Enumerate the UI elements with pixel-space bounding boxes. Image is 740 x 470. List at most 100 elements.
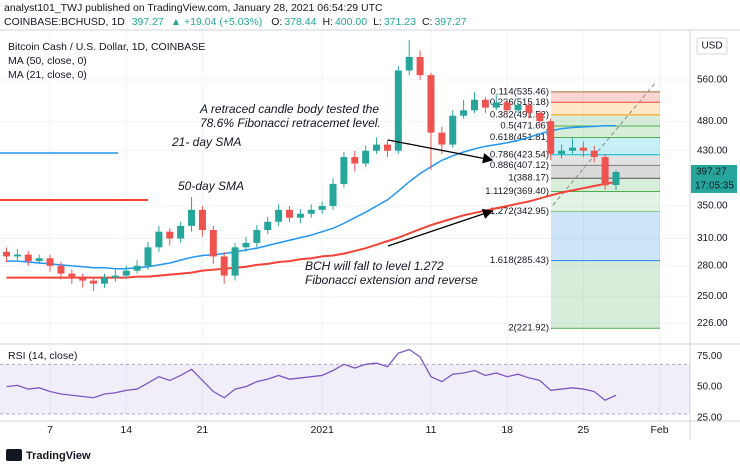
fib-label: 0.382(491.52) xyxy=(490,109,549,120)
candle-body xyxy=(373,144,381,151)
candle-body xyxy=(492,102,500,108)
logo xyxy=(6,449,22,461)
x-tick-label: 21 xyxy=(197,424,209,436)
candle-body xyxy=(503,102,511,111)
arrow xyxy=(387,208,494,247)
fib-band xyxy=(551,125,660,138)
candle-body xyxy=(285,209,293,218)
x-tick-label: 14 xyxy=(120,424,132,436)
x-tick-label: Feb xyxy=(650,424,668,436)
candle-body xyxy=(525,104,533,113)
y-tick-label: 310.00 xyxy=(697,233,728,244)
candle-body xyxy=(351,157,359,164)
candle-body xyxy=(68,273,76,278)
candle-body xyxy=(612,171,620,186)
candle-body xyxy=(394,70,402,151)
fib-label: 0.618(451.81) xyxy=(490,132,549,143)
candle-body xyxy=(166,231,174,239)
x-tick-label: 2021 xyxy=(310,424,334,436)
change: ▲ +19.04 (+5.03%) xyxy=(171,16,263,28)
x-tick-label: 11 xyxy=(426,424,437,436)
candle-body xyxy=(383,144,391,151)
candle-body xyxy=(558,150,566,154)
quote-line: COINBASE:BCHUSD, 1D 397.27 ▲ +19.04 (+5.… xyxy=(4,16,467,28)
candle-body xyxy=(601,157,609,186)
candle-body xyxy=(471,99,479,111)
candle-body xyxy=(362,150,370,164)
candle-body xyxy=(220,256,228,276)
candle-body xyxy=(231,247,239,276)
candle-body xyxy=(416,56,424,76)
candle-body xyxy=(177,225,185,239)
currency-box[interactable] xyxy=(696,37,728,55)
price: 397.27 xyxy=(132,16,164,28)
annotation: 78.6% Fibonacci retracemet level. xyxy=(200,116,381,130)
currency[interactable]: USD xyxy=(701,41,722,52)
rsi-tick-label: 25.00 xyxy=(697,413,722,424)
fib-label: 0.114(535.46) xyxy=(491,86,549,97)
candle-body xyxy=(198,209,206,231)
candle-body xyxy=(79,277,87,281)
candle-body xyxy=(307,209,315,214)
candle-body xyxy=(568,147,576,151)
ohlc-value: 371.23 xyxy=(384,16,416,28)
candle-body xyxy=(460,110,468,116)
candle-body xyxy=(111,275,119,278)
annotation: BCH will fall to level 1.272 xyxy=(305,259,444,273)
rsi-line xyxy=(6,348,617,401)
y-tick-label: 250.00 xyxy=(697,291,728,302)
y-tick-label: 430.00 xyxy=(697,145,728,156)
y-tick-label: 560.00 xyxy=(697,75,728,86)
rsi-tick-label: 50.00 xyxy=(697,382,722,393)
candle-body xyxy=(122,270,130,276)
countdown-bg xyxy=(691,178,737,193)
candle-body xyxy=(35,258,43,262)
series-label: 50-day SMA xyxy=(178,179,244,193)
fib-label: 0.5(471.66) xyxy=(500,120,549,131)
fib-band xyxy=(551,91,660,103)
candle-body xyxy=(57,265,65,274)
ohlc-value: 397.27 xyxy=(434,16,466,28)
author-line: analyst101_TWJ published on TradingView.… xyxy=(4,2,383,14)
y-tick-label: 280.00 xyxy=(697,260,728,271)
y-tick-label: 226.00 xyxy=(697,318,728,329)
candle-body xyxy=(427,75,435,133)
candle-body xyxy=(449,115,457,145)
candle-body xyxy=(405,56,413,71)
candle-body xyxy=(253,230,261,243)
candle-body xyxy=(438,132,446,145)
candle-body xyxy=(100,277,108,284)
candle-body xyxy=(536,112,544,122)
fib-label: 0.886(407.12) xyxy=(490,160,549,171)
candle-body xyxy=(3,251,11,257)
candle-body xyxy=(133,265,141,271)
fib-label: 1(388.17) xyxy=(508,173,549,184)
ohlc-key: H: xyxy=(322,16,333,28)
series-label: 21- day SMA xyxy=(171,135,241,149)
footer: TradingView xyxy=(6,449,91,462)
candle-body xyxy=(329,183,337,206)
candle-body xyxy=(275,209,283,222)
candle-body xyxy=(188,209,196,226)
trend-line xyxy=(552,81,657,206)
ohlc-value: 400.00 xyxy=(335,16,367,28)
candle-body xyxy=(296,213,304,218)
candle-body xyxy=(340,157,348,184)
candle-body xyxy=(13,254,21,257)
ma-label: MA (50, close, 0) xyxy=(8,55,87,67)
fib-band xyxy=(551,114,660,126)
fib-label: 1.1129(369.40) xyxy=(485,186,549,197)
candle-body xyxy=(318,205,326,210)
candle-body xyxy=(209,230,217,257)
ohlc-key: O: xyxy=(271,16,282,28)
annotation: Fibonacci extension and reverse xyxy=(305,273,478,287)
fib-band xyxy=(551,211,660,261)
fib-band xyxy=(551,191,660,212)
candle-body xyxy=(155,231,163,248)
fib-label: 0.236(515.18) xyxy=(490,97,549,108)
candle-body xyxy=(90,280,98,284)
countdown: 17:05:35 xyxy=(695,181,734,192)
candle-body xyxy=(514,104,522,111)
